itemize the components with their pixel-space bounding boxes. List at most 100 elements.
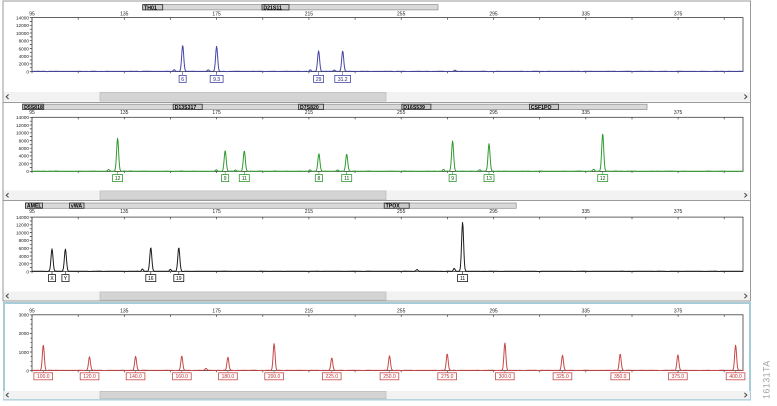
svg-text:95: 95 (29, 110, 35, 116)
svg-text:TPOX: TPOX (386, 204, 401, 210)
svg-text:180.0: 180.0 (222, 374, 235, 380)
svg-text:300.0: 300.0 (499, 374, 512, 380)
svg-text:AMEL: AMEL (27, 204, 43, 210)
svg-text:295: 295 (489, 110, 498, 116)
svg-text:175: 175 (212, 209, 221, 215)
svg-text:3000: 3000 (19, 313, 30, 318)
svg-text:375.0: 375.0 (672, 374, 685, 380)
svg-text:8: 8 (318, 176, 321, 182)
svg-text:335: 335 (582, 309, 591, 315)
svg-text:CSF1PO: CSF1PO (531, 105, 552, 111)
svg-text:29: 29 (316, 77, 322, 83)
svg-text:9: 9 (224, 176, 227, 182)
svg-text:12000: 12000 (16, 123, 29, 128)
svg-text:255: 255 (397, 12, 406, 18)
svg-text:D7S820: D7S820 (300, 105, 319, 111)
svg-text:160.0: 160.0 (176, 374, 189, 380)
svg-text:135: 135 (120, 209, 129, 215)
svg-text:350.0: 350.0 (614, 374, 627, 380)
svg-text:14000: 14000 (16, 115, 29, 120)
svg-text:14000: 14000 (16, 215, 29, 220)
svg-text:135: 135 (120, 12, 129, 18)
svg-text:2000: 2000 (19, 162, 30, 167)
svg-text:6000: 6000 (19, 46, 30, 51)
svg-text:12: 12 (600, 176, 606, 182)
svg-text:16131TA: 16131TA (762, 360, 772, 399)
svg-text:215: 215 (305, 110, 314, 116)
svg-text:X: X (50, 276, 54, 282)
svg-text:8000: 8000 (19, 238, 30, 243)
svg-text:295: 295 (489, 12, 498, 18)
svg-text:11: 11 (344, 176, 349, 182)
svg-text:225.0: 225.0 (326, 374, 339, 380)
svg-text:0: 0 (26, 169, 29, 174)
svg-text:0: 0 (26, 269, 29, 274)
svg-text:375: 375 (674, 309, 683, 315)
svg-text:10000: 10000 (16, 131, 29, 136)
svg-text:135: 135 (120, 309, 129, 315)
svg-text:375: 375 (674, 12, 683, 18)
svg-text:Y: Y (64, 276, 68, 282)
svg-text:295: 295 (489, 309, 498, 315)
svg-text:375: 375 (674, 110, 683, 116)
svg-text:95: 95 (29, 12, 35, 18)
svg-text:D16S539: D16S539 (403, 105, 425, 111)
svg-text:100.0: 100.0 (37, 374, 50, 380)
svg-text:250.0: 250.0 (383, 374, 396, 380)
svg-text:255: 255 (397, 309, 406, 315)
svg-text:140.0: 140.0 (129, 374, 142, 380)
svg-text:8000: 8000 (19, 39, 30, 44)
svg-text:215: 215 (305, 209, 314, 215)
svg-text:0: 0 (26, 69, 29, 74)
svg-text:175: 175 (212, 12, 221, 18)
svg-text:9.3: 9.3 (213, 77, 220, 83)
svg-text:12000: 12000 (16, 223, 29, 228)
svg-text:10000: 10000 (16, 230, 29, 235)
svg-text:D21S11: D21S11 (263, 5, 282, 11)
svg-text:255: 255 (397, 110, 406, 116)
svg-text:95: 95 (29, 209, 35, 215)
svg-text:TH01: TH01 (144, 5, 157, 11)
svg-text:325.0: 325.0 (556, 374, 569, 380)
svg-text:10000: 10000 (16, 31, 29, 36)
svg-text:31.2: 31.2 (338, 77, 348, 83)
svg-text:11: 11 (460, 276, 465, 282)
svg-text:95: 95 (29, 309, 35, 315)
svg-text:6000: 6000 (19, 246, 30, 251)
svg-text:275.0: 275.0 (441, 374, 454, 380)
svg-text:4000: 4000 (19, 254, 30, 259)
svg-text:4000: 4000 (19, 54, 30, 59)
svg-text:2000: 2000 (19, 62, 30, 67)
svg-text:D13S317: D13S317 (175, 105, 197, 111)
svg-text:175: 175 (212, 110, 221, 116)
svg-text:11: 11 (242, 176, 247, 182)
svg-text:6000: 6000 (19, 146, 30, 151)
svg-text:215: 215 (305, 12, 314, 18)
svg-text:19: 19 (176, 276, 182, 282)
svg-text:120.0: 120.0 (83, 374, 96, 380)
svg-text:12: 12 (115, 176, 121, 182)
svg-text:12000: 12000 (16, 23, 29, 28)
svg-text:0: 0 (26, 368, 29, 373)
svg-text:9: 9 (451, 176, 454, 182)
svg-text:4000: 4000 (19, 154, 30, 159)
svg-text:13: 13 (486, 176, 492, 182)
svg-text:1000: 1000 (19, 350, 30, 355)
svg-text:vWA: vWA (71, 204, 82, 210)
svg-text:6: 6 (181, 77, 184, 83)
svg-text:215: 215 (305, 309, 314, 315)
svg-text:375: 375 (674, 209, 683, 215)
svg-text:8000: 8000 (19, 138, 30, 143)
svg-text:14000: 14000 (16, 15, 29, 20)
svg-text:335: 335 (582, 12, 591, 18)
svg-text:2000: 2000 (19, 262, 30, 267)
svg-text:255: 255 (397, 209, 406, 215)
svg-text:16: 16 (148, 276, 154, 282)
svg-text:200.0: 200.0 (268, 374, 281, 380)
svg-text:335: 335 (582, 110, 591, 116)
svg-text:D5S818: D5S818 (24, 105, 43, 111)
svg-text:175: 175 (212, 309, 221, 315)
svg-text:295: 295 (489, 209, 498, 215)
svg-text:135: 135 (120, 110, 129, 116)
svg-text:2000: 2000 (19, 331, 30, 336)
